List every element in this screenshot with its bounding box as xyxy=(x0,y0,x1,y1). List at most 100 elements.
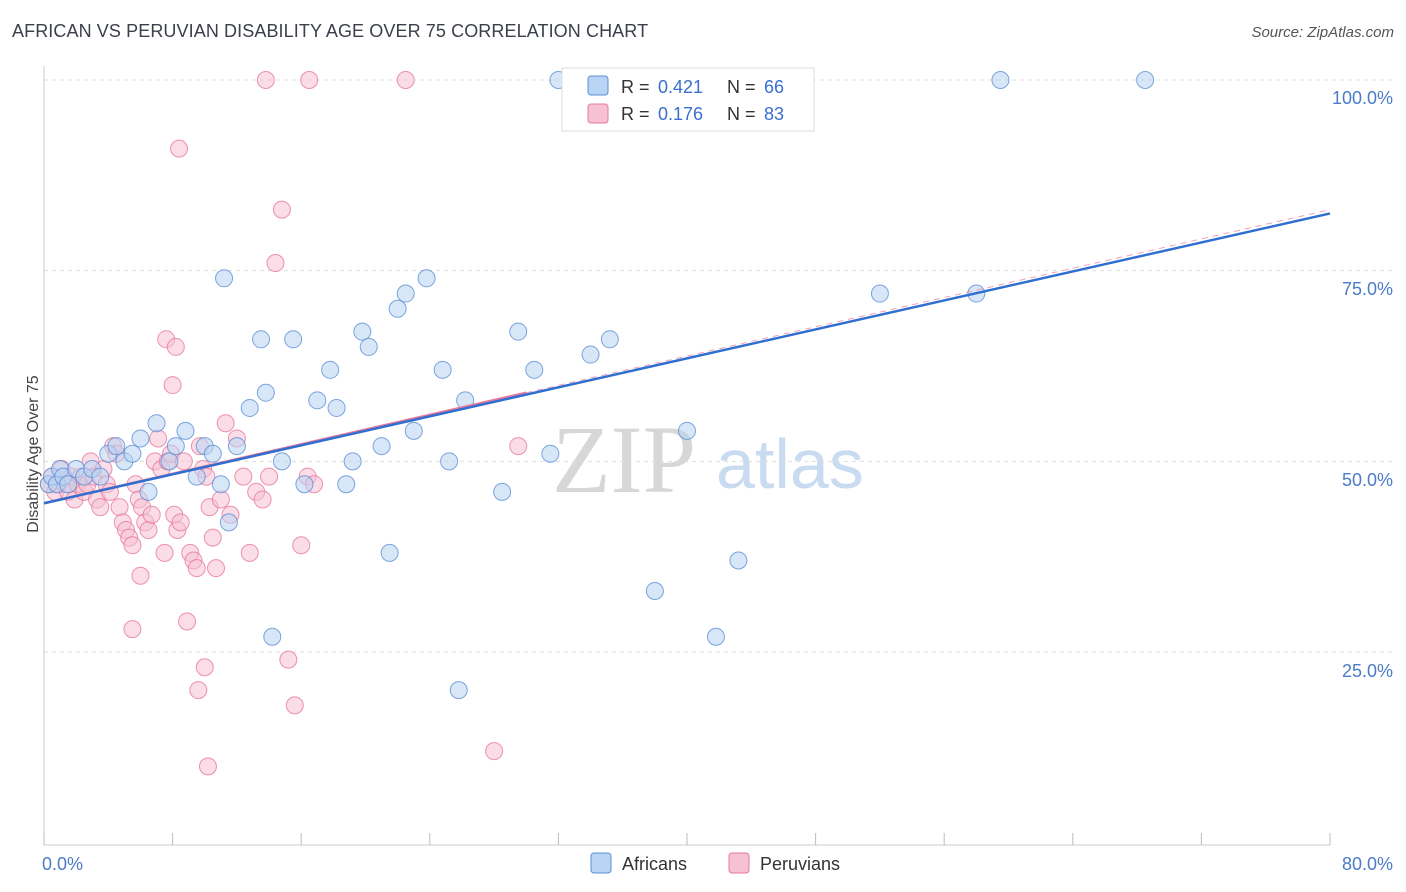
point-africans xyxy=(215,269,234,288)
point-africans xyxy=(353,322,372,341)
point-africans xyxy=(295,475,314,494)
point-africans xyxy=(509,322,528,341)
point-africans xyxy=(139,482,158,501)
point-peruvians xyxy=(266,254,285,273)
point-africans xyxy=(147,414,166,433)
point-peruvians xyxy=(300,71,319,89)
legend-n-value-africans: 66 xyxy=(764,77,784,97)
y-tick-label-100: 100.0% xyxy=(1332,88,1393,108)
trend-lines xyxy=(43,209,1331,505)
point-peruvians xyxy=(131,566,150,585)
point-africans xyxy=(240,398,259,417)
point-africans xyxy=(166,437,185,456)
point-peruvians xyxy=(260,467,279,486)
point-peruvians xyxy=(272,200,291,219)
legend-r-value-peruvians: 0.176 xyxy=(658,104,703,124)
point-peruvians xyxy=(123,620,142,639)
point-africans xyxy=(91,467,110,486)
point-peruvians xyxy=(285,696,304,715)
point-peruvians xyxy=(211,490,230,509)
point-peruvians xyxy=(198,757,217,776)
point-africans xyxy=(160,452,179,471)
bottom-legend-swatch-africans xyxy=(590,852,612,874)
point-africans xyxy=(729,551,748,570)
point-africans xyxy=(706,627,725,646)
point-peruvians xyxy=(292,536,311,555)
point-peruvians xyxy=(139,520,158,539)
point-peruvians xyxy=(178,612,197,631)
point-africans xyxy=(525,360,544,379)
point-africans xyxy=(645,581,664,600)
point-peruvians xyxy=(123,536,142,555)
point-peruvians xyxy=(187,559,206,578)
y-tick-label-75: 75.0% xyxy=(1342,279,1393,299)
point-peruvians xyxy=(195,658,214,677)
trend-line-peruvians-extension xyxy=(526,209,1331,394)
legend: R = 0.421 N = 66 R = 0.176 N = 83 xyxy=(561,67,815,132)
point-peruvians xyxy=(170,139,189,158)
point-africans xyxy=(123,444,142,463)
bottom-legend-label-africans: Africans xyxy=(622,854,687,874)
bottom-legend-swatch-peruvians xyxy=(728,852,750,874)
legend-n-value-peruvians: 83 xyxy=(764,104,784,124)
point-africans xyxy=(203,444,222,463)
point-africans xyxy=(440,452,459,471)
point-africans xyxy=(263,627,282,646)
point-africans xyxy=(176,421,195,440)
point-africans xyxy=(372,437,391,456)
bottom-legend: Africans Peruvians xyxy=(590,852,840,874)
point-peruvians xyxy=(207,559,226,578)
point-africans xyxy=(59,475,78,494)
point-africans xyxy=(991,71,1010,89)
point-africans xyxy=(337,475,356,494)
chart-title: AFRICAN VS PERUVIAN DISABILITY AGE OVER … xyxy=(12,21,649,41)
point-africans xyxy=(227,437,246,456)
point-africans xyxy=(541,444,560,463)
point-africans xyxy=(327,398,346,417)
point-africans xyxy=(493,482,512,501)
point-peruvians xyxy=(256,71,275,89)
x-tick-label-min: 0.0% xyxy=(42,854,83,874)
point-africans xyxy=(343,452,362,471)
point-africans xyxy=(396,284,415,303)
point-africans xyxy=(870,284,889,303)
legend-r-value-africans: 0.421 xyxy=(658,77,703,97)
watermark-atlas: atlas xyxy=(716,425,864,503)
point-africans xyxy=(107,437,126,456)
legend-r-label-peruvians: R = xyxy=(621,104,650,124)
point-africans xyxy=(252,330,271,349)
point-peruvians xyxy=(166,337,185,356)
point-africans xyxy=(308,391,327,410)
point-africans xyxy=(284,330,303,349)
point-africans xyxy=(417,269,436,288)
legend-swatch-africans xyxy=(587,75,609,96)
point-africans xyxy=(433,360,452,379)
x-tick-label-max: 80.0% xyxy=(1342,854,1393,874)
watermark-zip: ZIP xyxy=(552,406,696,513)
point-africans xyxy=(678,421,696,440)
watermark: ZIP atlas xyxy=(552,406,864,513)
point-africans xyxy=(131,429,150,448)
point-peruvians xyxy=(396,71,415,89)
point-africans xyxy=(600,330,619,349)
point-africans xyxy=(219,513,238,532)
africans-series xyxy=(39,71,1155,700)
point-peruvians xyxy=(279,650,298,669)
point-peruvians xyxy=(142,505,161,524)
point-peruvians xyxy=(485,742,504,761)
point-africans xyxy=(272,452,291,471)
legend-n-label-peruvians: N = xyxy=(727,104,756,124)
point-peruvians xyxy=(216,414,235,433)
point-peruvians xyxy=(240,543,259,562)
point-peruvians xyxy=(171,513,190,532)
legend-swatch-peruvians xyxy=(587,103,609,124)
point-africans xyxy=(256,383,275,402)
point-peruvians xyxy=(253,490,272,509)
point-africans xyxy=(211,475,230,494)
trend-line-africans xyxy=(43,212,1331,505)
point-peruvians xyxy=(110,498,129,517)
bottom-legend-label-peruvians: Peruvians xyxy=(760,854,840,874)
y-tick-label-25: 25.0% xyxy=(1342,661,1393,681)
peruvians-series xyxy=(39,71,528,776)
